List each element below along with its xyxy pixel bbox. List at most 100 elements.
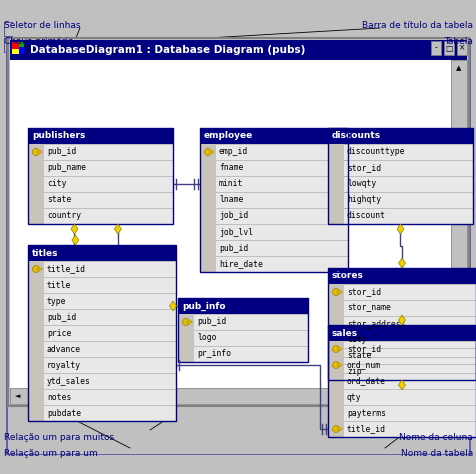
Bar bbox=[199, 240, 347, 256]
Text: job_lvl: job_lvl bbox=[218, 228, 253, 237]
Bar bbox=[327, 405, 475, 421]
Bar bbox=[178, 314, 307, 330]
Text: logo: logo bbox=[197, 334, 216, 343]
Text: Relação um para um: Relação um para um bbox=[4, 448, 98, 457]
Bar bbox=[28, 261, 176, 277]
Bar bbox=[336, 348, 341, 350]
Text: pub_info: pub_info bbox=[182, 301, 225, 310]
Bar bbox=[28, 128, 173, 224]
Polygon shape bbox=[72, 235, 79, 245]
Bar bbox=[28, 325, 44, 341]
Bar bbox=[28, 357, 44, 373]
Bar bbox=[199, 192, 216, 208]
Bar bbox=[28, 144, 173, 160]
Bar bbox=[327, 332, 475, 348]
Text: zip: zip bbox=[346, 367, 361, 376]
Bar bbox=[336, 291, 341, 293]
Bar bbox=[28, 341, 44, 357]
Text: pub_id: pub_id bbox=[47, 147, 76, 156]
Bar bbox=[199, 192, 347, 208]
Text: price: price bbox=[47, 328, 71, 337]
Bar bbox=[178, 298, 307, 362]
Bar bbox=[28, 128, 173, 144]
Text: employee: employee bbox=[204, 131, 253, 140]
Polygon shape bbox=[397, 315, 405, 325]
Bar bbox=[12, 49, 19, 54]
Text: Nome da tabela: Nome da tabela bbox=[400, 448, 472, 457]
Bar bbox=[178, 346, 307, 362]
Bar bbox=[327, 389, 475, 405]
Bar bbox=[327, 364, 475, 380]
Circle shape bbox=[32, 265, 40, 273]
Circle shape bbox=[182, 319, 189, 326]
Text: pub_name: pub_name bbox=[47, 164, 86, 173]
Bar bbox=[327, 144, 472, 160]
Bar bbox=[327, 176, 472, 192]
Text: -: - bbox=[434, 44, 436, 53]
Bar bbox=[199, 160, 216, 176]
Bar bbox=[327, 357, 475, 373]
Text: DatabaseDiagram1 : Database Diagram (pubs): DatabaseDiagram1 : Database Diagram (pub… bbox=[30, 45, 305, 55]
Bar bbox=[199, 208, 216, 224]
Circle shape bbox=[32, 148, 40, 155]
Bar bbox=[28, 277, 176, 293]
Bar bbox=[327, 128, 472, 224]
Bar bbox=[28, 325, 176, 341]
Text: city: city bbox=[47, 180, 66, 189]
Text: ord_date: ord_date bbox=[346, 376, 385, 385]
Bar bbox=[178, 298, 307, 314]
Bar bbox=[28, 208, 44, 224]
Text: stor_name: stor_name bbox=[346, 303, 390, 312]
Circle shape bbox=[332, 346, 339, 353]
Bar bbox=[28, 309, 176, 325]
Bar bbox=[199, 208, 347, 224]
Bar bbox=[19, 47, 24, 54]
Bar bbox=[28, 208, 173, 224]
Bar bbox=[28, 245, 176, 261]
Text: Nome da coluna: Nome da coluna bbox=[398, 432, 472, 441]
Bar bbox=[178, 330, 307, 346]
Bar bbox=[178, 298, 307, 362]
Bar bbox=[327, 325, 475, 437]
Bar bbox=[28, 293, 44, 309]
Bar bbox=[199, 224, 347, 240]
Text: lowqty: lowqty bbox=[346, 180, 376, 189]
Bar bbox=[28, 128, 173, 224]
Bar bbox=[443, 41, 453, 55]
Bar bbox=[327, 332, 343, 348]
Text: discounttype: discounttype bbox=[346, 147, 405, 156]
Bar bbox=[327, 348, 343, 364]
Bar bbox=[327, 268, 475, 380]
Bar bbox=[327, 316, 343, 332]
Bar bbox=[10, 388, 450, 404]
Text: city: city bbox=[346, 336, 366, 345]
Text: notes: notes bbox=[47, 392, 71, 401]
Bar bbox=[327, 300, 475, 316]
Circle shape bbox=[332, 426, 339, 432]
Text: royalty: royalty bbox=[47, 361, 81, 370]
Text: state: state bbox=[346, 352, 371, 361]
Bar bbox=[178, 330, 194, 346]
Bar bbox=[19, 42, 24, 47]
Text: fname: fname bbox=[218, 164, 243, 173]
Bar bbox=[37, 268, 42, 270]
Text: Chave primária: Chave primária bbox=[4, 36, 73, 46]
Bar bbox=[327, 128, 472, 224]
Text: pub_id: pub_id bbox=[47, 312, 76, 321]
Bar bbox=[327, 208, 343, 224]
Bar bbox=[327, 357, 343, 373]
Text: pub_id: pub_id bbox=[197, 318, 226, 327]
Bar bbox=[327, 284, 475, 300]
Text: job_id: job_id bbox=[218, 211, 248, 220]
Bar bbox=[327, 192, 472, 208]
Text: stor_id: stor_id bbox=[346, 164, 380, 173]
Bar bbox=[28, 405, 44, 421]
Bar bbox=[28, 373, 44, 389]
Text: titles: titles bbox=[32, 248, 59, 257]
Text: stor_id: stor_id bbox=[346, 288, 380, 297]
Bar bbox=[208, 151, 214, 153]
Bar bbox=[28, 293, 176, 309]
Text: stor_id: stor_id bbox=[346, 345, 380, 354]
Bar bbox=[199, 176, 216, 192]
Bar bbox=[28, 192, 44, 208]
